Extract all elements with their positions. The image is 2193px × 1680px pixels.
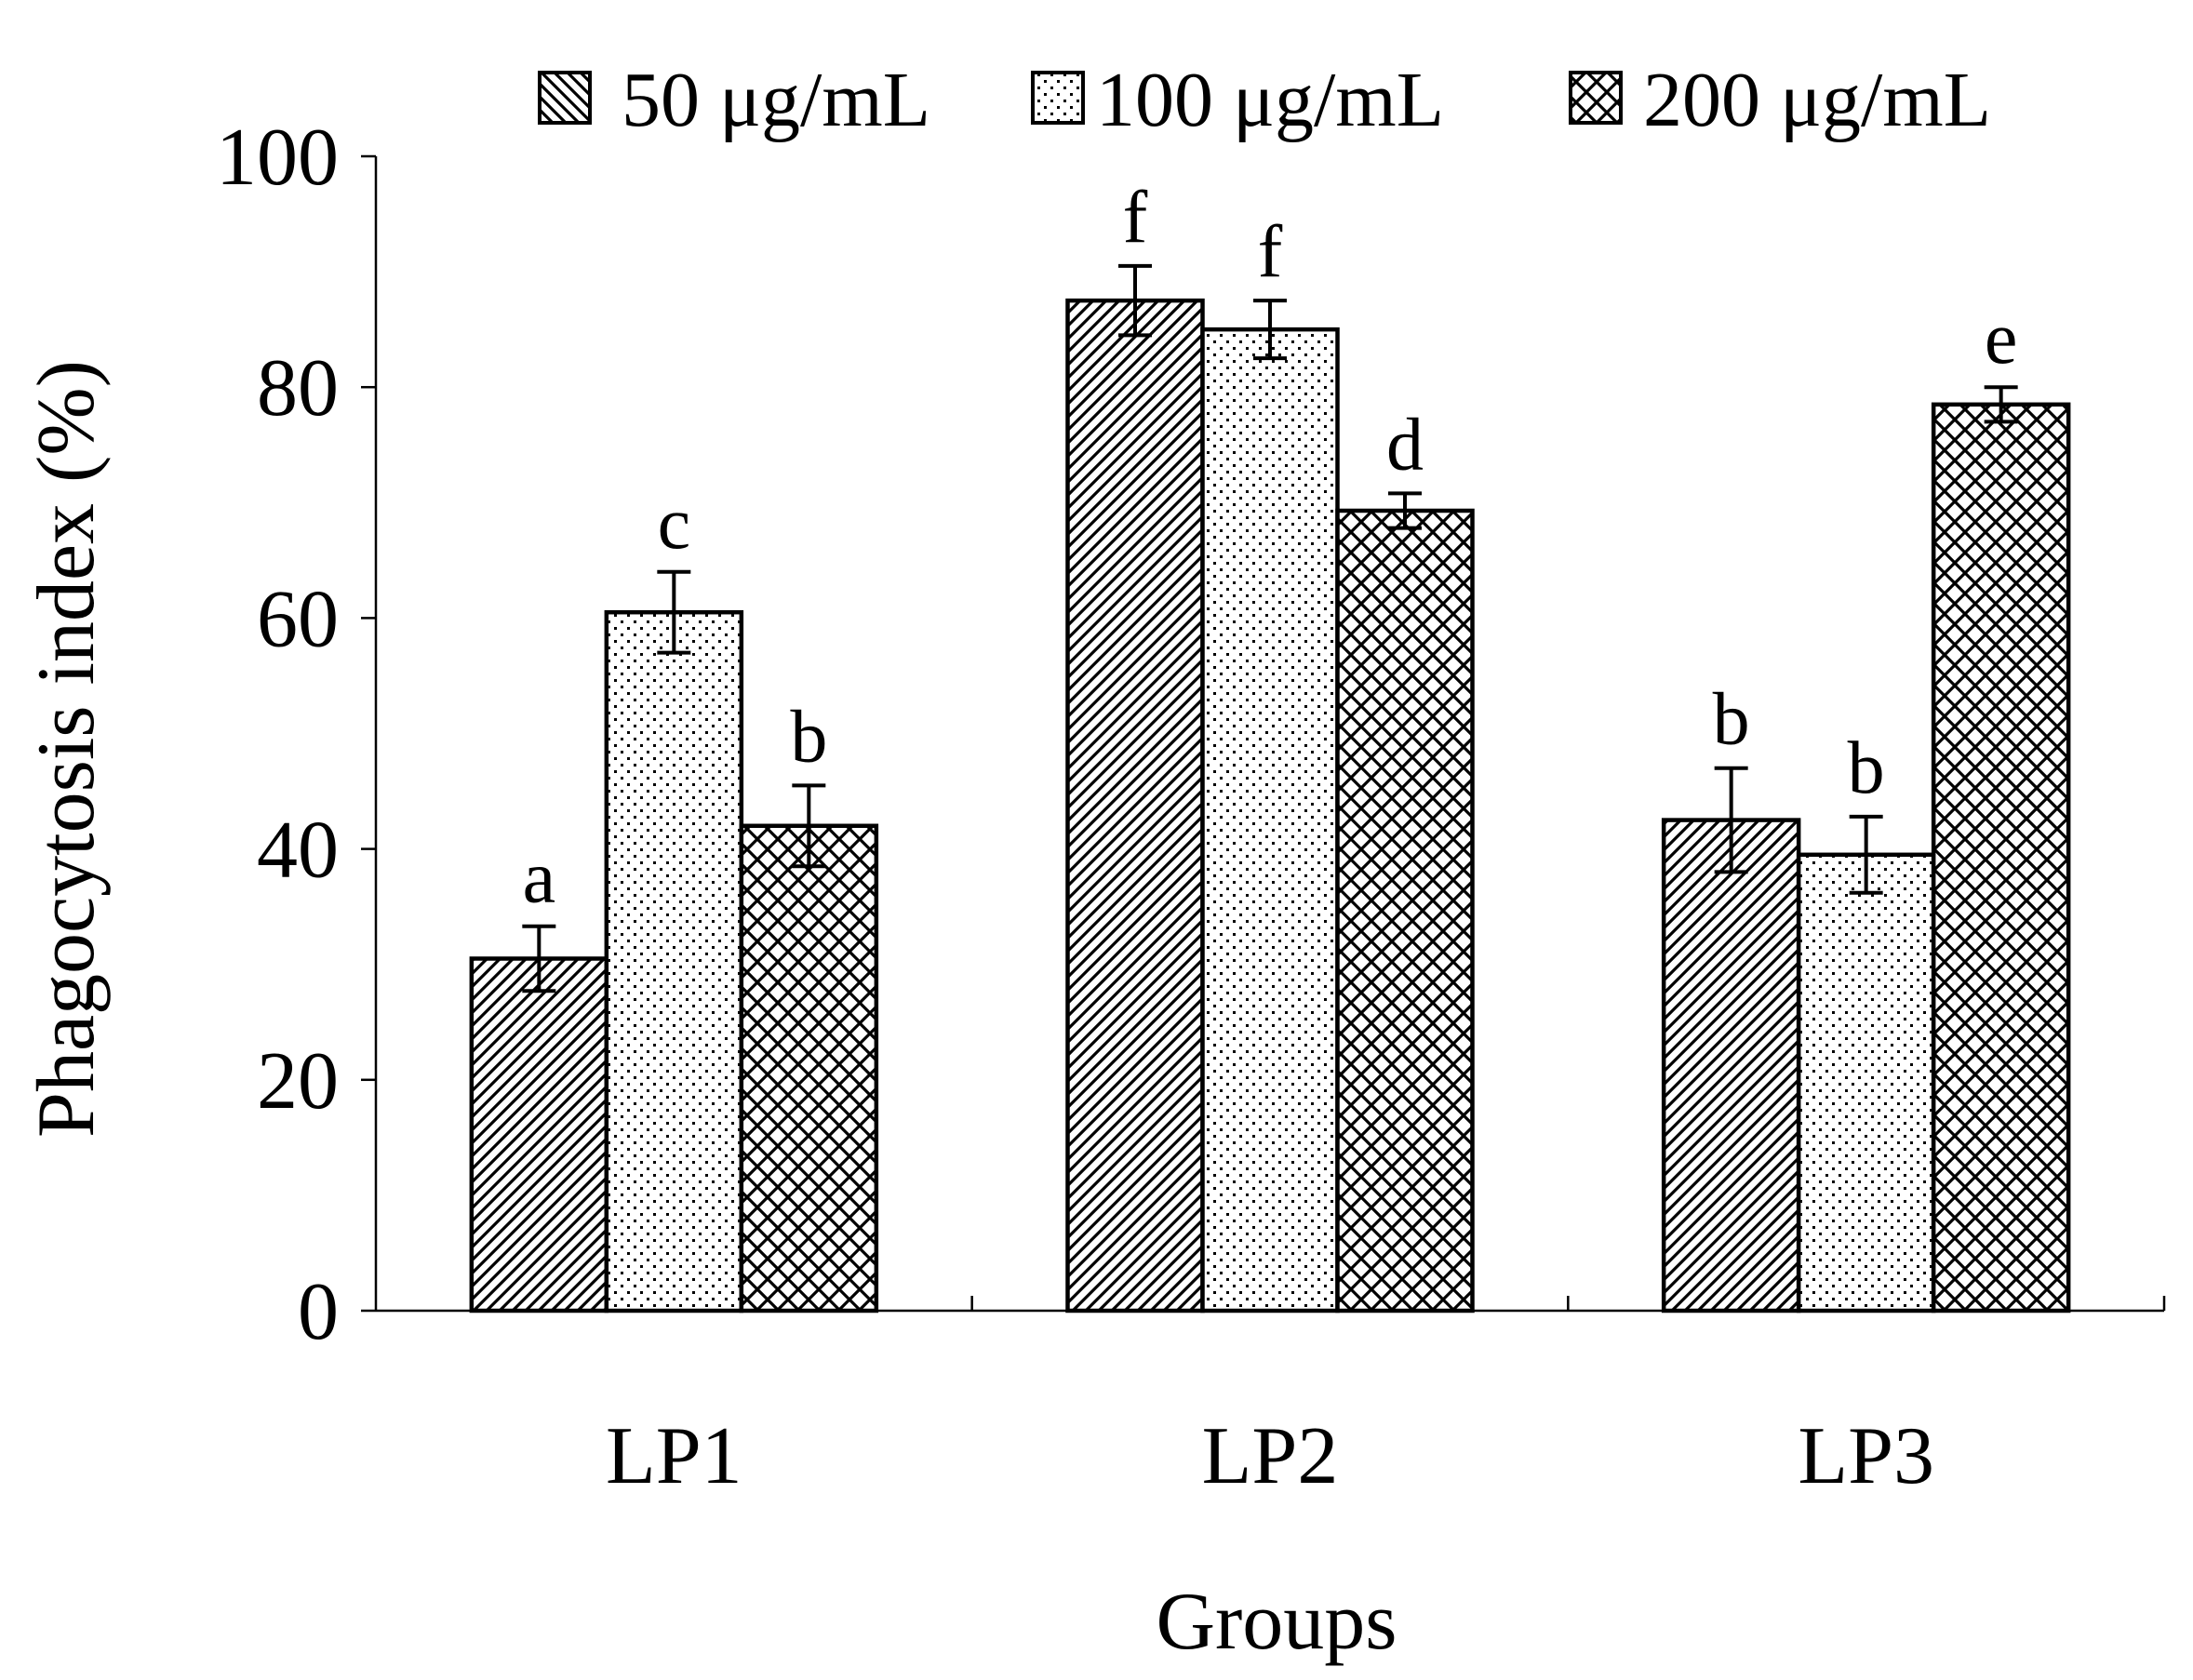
y-axis-title: Phagocytosis index (%) <box>21 360 112 1138</box>
significance-label: f <box>1123 177 1148 259</box>
legend-item-50: 50 μg/mL <box>538 57 930 143</box>
legend: 50 μg/mL 100 μg/mL 200 μg/mL <box>538 57 1991 143</box>
y-tick-label: 80 <box>257 343 339 433</box>
legend-swatch-100 <box>1031 71 1085 125</box>
significance-label: a <box>523 837 556 919</box>
y-tick-label: 40 <box>257 806 339 896</box>
legend-item-100: 100 μg/mL <box>1031 57 1444 143</box>
bar <box>739 823 879 1313</box>
y-tick-label: 60 <box>257 574 339 664</box>
bar <box>1200 327 1340 1313</box>
y-tick-label: 100 <box>216 113 339 203</box>
x-tick-label: LP2 <box>1202 1411 1339 1501</box>
legend-item-200: 200 μg/mL <box>1569 57 1991 143</box>
bars <box>469 298 2071 1313</box>
x-ticks: LP1 LP2 LP3 <box>606 1296 2166 1501</box>
x-tick-label: LP1 <box>606 1411 742 1501</box>
significance-label: c <box>658 483 691 565</box>
y-ticks: 0 20 40 60 80 100 <box>216 113 376 1357</box>
significance-labels: a c b f f d b b e <box>523 177 2018 919</box>
legend-label-200: 200 μg/mL <box>1643 57 1991 143</box>
legend-label-100: 100 μg/mL <box>1096 57 1444 143</box>
legend-label-50: 50 μg/mL <box>622 57 930 143</box>
bar <box>1931 402 2071 1313</box>
bar <box>1796 852 1936 1313</box>
legend-swatch-50 <box>538 71 592 125</box>
y-tick-label: 20 <box>257 1036 339 1127</box>
y-tick-label: 0 <box>298 1267 339 1357</box>
bar <box>1065 298 1205 1313</box>
bar <box>1335 508 1475 1313</box>
significance-label: b <box>790 696 827 778</box>
significance-label: b <box>1713 679 1750 761</box>
bar <box>1661 818 1801 1313</box>
bar <box>469 956 609 1313</box>
error-bars <box>522 263 2018 993</box>
legend-swatch-200 <box>1569 71 1623 125</box>
x-tick-label: LP3 <box>1798 1411 1934 1501</box>
significance-label: e <box>1985 298 2018 380</box>
significance-label: d <box>1386 404 1424 486</box>
significance-label: b <box>1848 727 1885 809</box>
x-axis-title: Groups <box>1156 1577 1397 1667</box>
significance-label: f <box>1258 211 1283 293</box>
bar <box>604 609 744 1313</box>
